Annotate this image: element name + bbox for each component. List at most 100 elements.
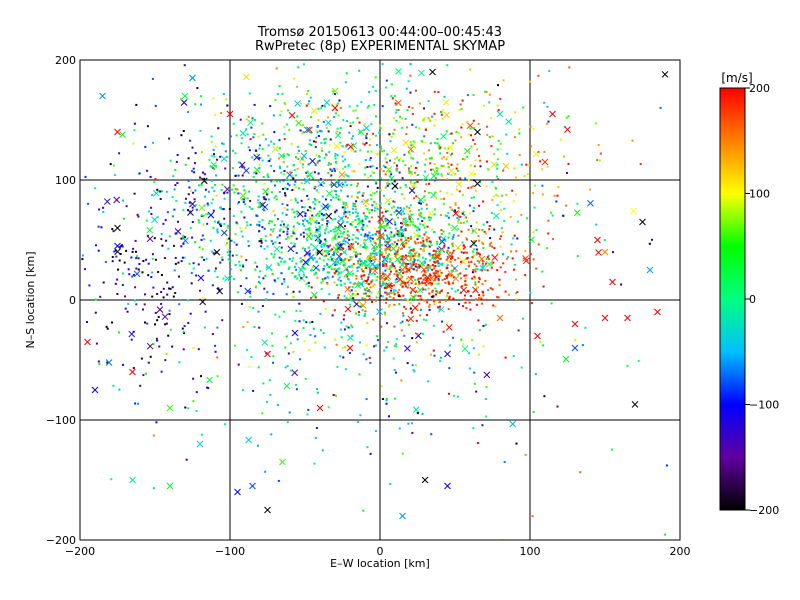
data-point	[370, 260, 373, 262]
data-point	[542, 285, 545, 288]
data-point	[214, 165, 217, 168]
data-point	[351, 238, 354, 241]
data-point	[378, 296, 381, 299]
data-point	[381, 284, 384, 287]
data-point	[493, 228, 496, 231]
data-point	[499, 200, 502, 203]
data-point	[248, 205, 251, 208]
data-point	[351, 211, 354, 214]
data-point	[346, 216, 349, 219]
data-point	[328, 144, 331, 147]
data-point	[360, 274, 363, 277]
data-point	[348, 238, 351, 241]
data-point	[345, 325, 348, 328]
data-point	[303, 267, 306, 270]
data-cross	[323, 99, 331, 106]
data-point	[357, 191, 359, 194]
data-point	[233, 191, 236, 194]
data-cross	[404, 345, 411, 352]
data-point	[378, 263, 381, 266]
data-point	[374, 206, 377, 209]
data-point	[317, 107, 320, 110]
data-point	[370, 198, 373, 201]
data-point	[517, 329, 520, 332]
data-point	[286, 208, 289, 211]
data-point	[191, 236, 194, 239]
data-point	[184, 163, 187, 166]
data-point	[499, 148, 502, 151]
data-point	[496, 148, 499, 151]
data-point	[326, 220, 329, 223]
data-point	[234, 174, 237, 177]
data-cross	[303, 249, 311, 257]
data-point	[467, 352, 470, 355]
data-point	[482, 200, 485, 203]
data-point	[408, 106, 411, 108]
data-point	[459, 221, 462, 224]
data-point	[379, 177, 382, 180]
data-point	[396, 242, 398, 245]
data-point	[329, 168, 332, 171]
data-point	[384, 166, 387, 169]
data-point	[400, 248, 403, 250]
data-point	[343, 275, 346, 278]
data-point	[326, 204, 329, 207]
data-point	[385, 241, 388, 244]
data-point	[226, 242, 228, 245]
data-point	[258, 224, 261, 227]
data-point	[261, 148, 264, 151]
data-point	[21, 254, 23, 256]
data-point	[464, 177, 467, 180]
data-point	[291, 260, 294, 263]
data-point	[258, 230, 261, 233]
data-cross	[391, 182, 399, 190]
data-point	[253, 103, 256, 106]
data-point	[147, 361, 150, 364]
data-point	[240, 566, 242, 568]
data-point	[320, 243, 323, 246]
data-point	[279, 229, 281, 232]
data-point	[292, 232, 295, 235]
data-point	[422, 288, 425, 291]
data-point	[306, 170, 309, 173]
data-point	[466, 94, 469, 97]
data-point	[423, 135, 426, 138]
data-point	[436, 272, 439, 275]
data-point	[349, 281, 352, 284]
data-point	[238, 260, 241, 263]
data-point	[131, 275, 134, 278]
data-point	[362, 225, 365, 228]
data-point	[400, 212, 403, 214]
data-point	[258, 163, 261, 166]
data-point	[269, 233, 272, 236]
data-cross	[429, 68, 436, 76]
data-point	[285, 226, 288, 229]
data-point	[286, 178, 288, 180]
data-point	[155, 337, 158, 340]
data-point	[242, 185, 245, 188]
data-point	[150, 206, 153, 209]
data-point	[135, 257, 138, 260]
data-point	[451, 208, 454, 211]
data-point	[389, 232, 391, 235]
data-point	[342, 201, 345, 204]
data-point	[370, 150, 373, 153]
data-point	[160, 302, 163, 305]
data-point	[325, 254, 327, 257]
data-point	[136, 213, 139, 216]
data-point	[269, 164, 272, 167]
data-point	[283, 173, 286, 176]
data-point	[356, 212, 359, 215]
data-point	[362, 509, 365, 512]
data-point	[368, 211, 371, 214]
data-point	[228, 208, 231, 210]
data-cross	[440, 133, 447, 140]
data-point	[214, 267, 217, 270]
data-point	[411, 337, 414, 340]
data-point	[237, 202, 239, 205]
data-point	[361, 219, 364, 222]
data-point	[331, 170, 334, 172]
data-point	[335, 109, 338, 112]
data-point	[275, 180, 278, 183]
